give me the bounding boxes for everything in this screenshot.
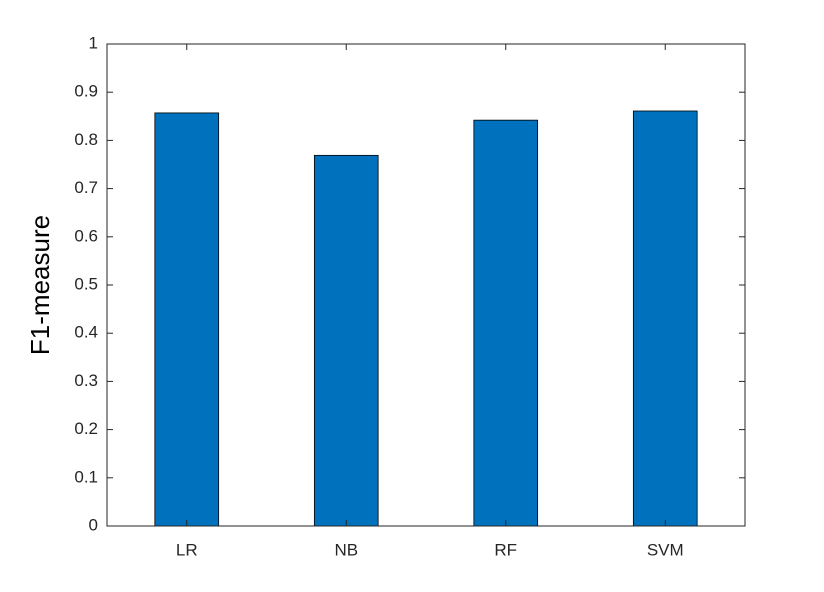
y-tick-label: 0.5 <box>74 274 98 293</box>
y-tick-label: 0.7 <box>74 178 98 197</box>
y-tick-label: 0.3 <box>74 371 98 390</box>
plot-frame <box>106 43 746 527</box>
y-tick-label: 0.9 <box>74 82 98 101</box>
bar <box>632 110 698 527</box>
y-tick-label: 0.8 <box>74 130 98 149</box>
y-tick-label: 1 <box>89 33 98 52</box>
y-axis-label: F1-measure <box>25 215 55 355</box>
y-tick-label: 0.6 <box>74 226 98 245</box>
y-tick-label: 0.1 <box>74 467 98 486</box>
x-tick-label: LR <box>176 540 198 559</box>
y-tick-label: 0.4 <box>74 323 98 342</box>
bar <box>313 154 379 527</box>
x-tick-label: NB <box>334 540 358 559</box>
y-tick-label: 0.2 <box>74 419 98 438</box>
x-tick-label: RF <box>494 540 517 559</box>
bar <box>473 119 539 527</box>
y-tick-label: 0 <box>89 515 98 534</box>
x-tick-label: SVM <box>647 540 684 559</box>
bar <box>154 112 220 527</box>
